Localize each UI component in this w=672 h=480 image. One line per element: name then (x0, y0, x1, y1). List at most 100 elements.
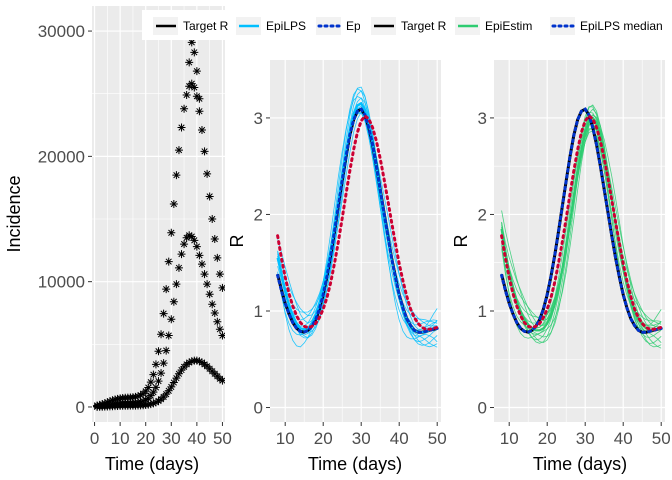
series-line-3 (276, 113, 439, 331)
data-point (98, 400, 107, 409)
x-tick-label: 10 (500, 429, 519, 448)
y-tick-label: 1 (254, 302, 263, 321)
series-line-2 (276, 107, 439, 334)
x-tick-label: 30 (352, 429, 371, 448)
legend-label: EpiLPS (266, 19, 306, 33)
x-tick-label: 30 (576, 429, 595, 448)
chart-panel-3: 10 20 30 40 50 0 1 2 3 Time (days) R (451, 60, 671, 474)
ensemble-line (501, 114, 662, 328)
data-point (215, 270, 224, 279)
legend-label: EpiLPS median (580, 19, 663, 33)
x-tick-label: 40 (390, 429, 409, 448)
legend-label: Target R (183, 19, 229, 33)
data-point (187, 38, 196, 47)
data-point (167, 382, 176, 391)
y-tick-label: 3 (254, 109, 263, 128)
data-point (154, 396, 163, 405)
data-point (197, 126, 206, 135)
data-point (200, 147, 209, 156)
y-axis-title: Incidence (4, 175, 24, 252)
data-point (146, 378, 155, 387)
data-point (200, 270, 209, 279)
y-tick-label: 2 (478, 205, 487, 224)
data-point (169, 378, 178, 387)
x-tick-label: 0 (90, 429, 99, 448)
data-point (134, 398, 143, 407)
series-line-3 (500, 113, 663, 331)
legend-label: EpiEstim (485, 19, 532, 33)
data-point (113, 394, 122, 403)
data-point (134, 392, 143, 401)
data-point (187, 357, 196, 366)
data-point (93, 401, 102, 410)
data-point (195, 251, 204, 260)
data-point (149, 388, 158, 397)
x-tick-label: 10 (111, 429, 130, 448)
data-point (208, 215, 217, 224)
plot-background (270, 60, 441, 422)
data-point (95, 400, 104, 409)
data-point (141, 387, 150, 396)
data-point (203, 169, 212, 178)
data-point (164, 331, 173, 340)
data-point (169, 297, 178, 306)
x-tick-label: 40 (614, 429, 633, 448)
data-point (151, 398, 160, 407)
data-point (190, 83, 199, 92)
data-point (180, 104, 189, 113)
data-point (164, 257, 173, 266)
data-point (162, 346, 171, 355)
x-tick-label: 50 (652, 429, 671, 448)
data-point (172, 374, 181, 383)
data-point (218, 331, 225, 340)
x-axis-title: Time (days) (105, 454, 199, 474)
ensemble-line (277, 90, 438, 324)
data-point (195, 94, 204, 103)
data-point (180, 240, 189, 249)
y-tick-label: 30000 (38, 22, 85, 41)
data-point (210, 235, 219, 244)
y-axis-title: R (227, 235, 247, 248)
data-point (136, 397, 145, 406)
y-tick-label: 2 (254, 205, 263, 224)
ensemble-line (277, 111, 438, 348)
x-tick-label: 50 (428, 429, 447, 448)
data-point (167, 228, 176, 237)
data-point (146, 400, 155, 409)
y-tick-label: 0 (254, 399, 263, 418)
plot-background (494, 60, 665, 422)
data-point (185, 58, 194, 67)
data-point (177, 123, 186, 132)
data-point (205, 290, 214, 299)
ensemble-line (501, 104, 662, 325)
data-point (190, 48, 199, 57)
ensemble-line (501, 111, 662, 329)
plot-area (93, 38, 225, 411)
legend-label: Target R (401, 19, 447, 33)
data-point (177, 250, 186, 259)
y-axis-title: R (451, 235, 471, 248)
data-point (151, 383, 160, 392)
data-point (174, 263, 183, 272)
plot-area (500, 104, 663, 349)
data-point (174, 369, 183, 378)
data-point (100, 399, 109, 408)
legend: Target R EpiLPS Ep Target R EpiEstim EpiLPS m… (142, 10, 672, 40)
x-tick-label: 20 (538, 429, 557, 448)
legend-background (142, 10, 672, 40)
x-tick-label: 50 (213, 429, 232, 448)
data-point (149, 399, 158, 408)
data-point (195, 107, 204, 116)
data-point (197, 260, 206, 269)
x-tick-label: 10 (276, 429, 295, 448)
data-point (182, 90, 191, 99)
data-point (174, 146, 183, 155)
data-point (105, 397, 114, 406)
x-tick-label: 20 (136, 429, 155, 448)
series-line-2 (500, 107, 663, 334)
chart-panel-1: 0 10 20 30 40 50 0 10000 20000 30000 Time (days) In… (4, 6, 232, 474)
data-point (192, 67, 201, 76)
x-tick-label: 30 (162, 429, 181, 448)
data-point (149, 370, 158, 379)
